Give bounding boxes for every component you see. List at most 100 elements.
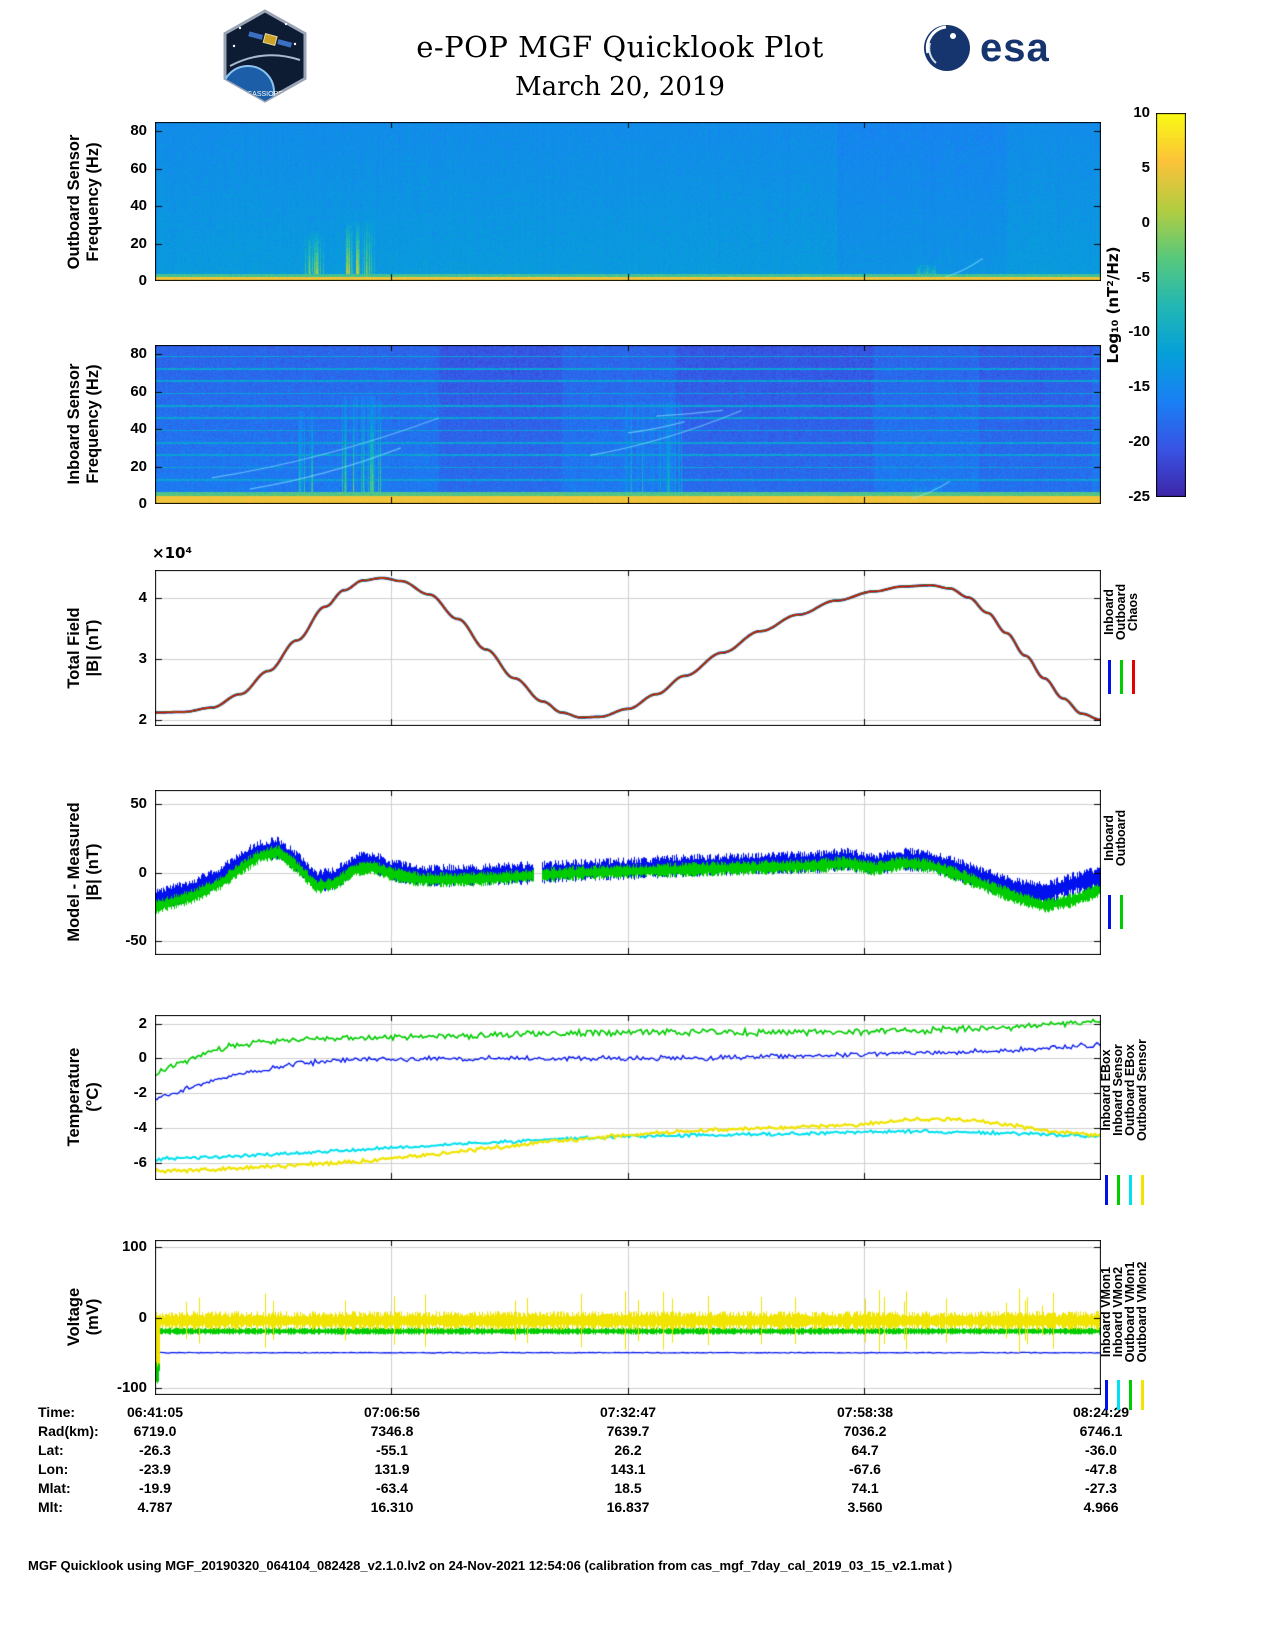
model-minus-measured-plot <box>155 790 1101 955</box>
table-cell: 6719.0 <box>133 1423 177 1439</box>
table-cell: -55.1 <box>376 1442 408 1458</box>
table-row-lon: Lon: -23.9 131.9 143.1 -67.6 -47.8 <box>0 1461 1275 1480</box>
outboard-spectrogram <box>155 122 1101 281</box>
legend-mark <box>1116 1380 1120 1410</box>
table-cell: -47.8 <box>1085 1461 1117 1477</box>
y-tick-label: -15 <box>1128 378 1150 396</box>
y-axis-exponent: ×10⁴ <box>152 544 193 562</box>
ylabel-inboard-spectrogram: Inboard Sensor Frequency (Hz) <box>65 363 102 485</box>
y-tick-label: -20 <box>1128 433 1150 451</box>
esa-wordmark: esa <box>980 26 1050 70</box>
table-cell: 4.966 <box>1083 1499 1119 1515</box>
table-cell: 07:58:38 <box>836 1404 894 1420</box>
y-tick-label: -4 <box>133 1118 147 1136</box>
temperature-plot <box>155 1015 1101 1180</box>
ylabel-model-minus-measured: Model - Measured |B| (nT) <box>65 802 102 942</box>
legend-mark <box>1128 1380 1132 1410</box>
table-row-mlat: Mlat: -19.9 -63.4 18.5 74.1 -27.3 <box>0 1480 1275 1499</box>
y-tick-label: 4 <box>138 588 147 606</box>
y-tick-label: 40 <box>130 420 147 438</box>
table-row-lat: Lat: -26.3 -55.1 26.2 64.7 -36.0 <box>0 1442 1275 1461</box>
y-tick-label: -25 <box>1128 488 1150 505</box>
table-cell: -19.9 <box>139 1480 171 1496</box>
table-cell: -26.3 <box>139 1442 171 1458</box>
table-cell: 26.2 <box>614 1442 642 1458</box>
y-tick-label: 0 <box>138 863 147 881</box>
table-row-rad: Rad(km): 6719.0 7346.8 7639.7 7036.2 674… <box>0 1423 1275 1442</box>
legend-mark <box>1104 1380 1108 1410</box>
y-tick-label: -100 <box>116 1378 147 1396</box>
y-tick-label: 20 <box>130 457 147 475</box>
table-cell: 131.9 <box>374 1461 410 1477</box>
figure-date: March 20, 2019 <box>515 72 725 102</box>
ylabel-outboard-spectrogram: Outboard Sensor Frequency (Hz) <box>65 134 102 270</box>
table-cell: 74.1 <box>851 1480 879 1496</box>
patch-text: CASSIOPE <box>247 91 283 98</box>
table-row-label: Mlat: <box>38 1480 71 1496</box>
table-row-time: Time: 06:41:05 07:06:56 07:32:47 07:58:3… <box>0 1404 1275 1423</box>
table-cell: 06:41:05 <box>126 1404 184 1420</box>
legend-mark <box>1131 660 1135 694</box>
colorbar <box>1156 113 1186 497</box>
y-tick-label: 0 <box>1141 213 1150 231</box>
total-field-plot <box>155 570 1101 726</box>
y-tick-label: 80 <box>130 345 147 363</box>
table-cell: 4.787 <box>137 1499 173 1515</box>
y-tick-label: 3 <box>138 649 147 667</box>
table-cell: -36.0 <box>1085 1442 1117 1458</box>
table-row-label: Rad(km): <box>38 1423 99 1439</box>
legend-label-outboard: Outboard <box>1114 809 1128 867</box>
figure-caption: MGF Quicklook using MGF_20190320_064104_… <box>28 1558 953 1573</box>
y-tick-label: 60 <box>130 382 147 400</box>
table-cell: 16.310 <box>370 1499 414 1515</box>
y-tick-label: 100 <box>121 1238 147 1256</box>
legend-mark <box>1140 1380 1144 1410</box>
y-tick-label: 80 <box>130 122 147 140</box>
y-tick-label: 20 <box>130 234 147 252</box>
y-tick-label: 2 <box>138 710 147 728</box>
table-cell: 143.1 <box>610 1461 646 1477</box>
table-row-mlt: Mlt: 4.787 16.310 16.837 3.560 4.966 <box>0 1499 1275 1518</box>
table-row-label: Lon: <box>38 1461 69 1477</box>
legend-mark <box>1116 1175 1120 1205</box>
legend-label-chaos: Chaos <box>1126 592 1140 632</box>
legend-mark <box>1107 895 1111 929</box>
table-cell: 07:32:47 <box>599 1404 657 1420</box>
ylabel-temperature: Temperature (°C) <box>65 1047 102 1147</box>
ylabel-voltage: Voltage (mV) <box>65 1287 102 1347</box>
legend-mark <box>1104 1175 1108 1205</box>
table-cell: 07:06:56 <box>363 1404 421 1420</box>
table-cell: 6746.1 <box>1079 1423 1123 1439</box>
table-cell: 7036.2 <box>843 1423 887 1439</box>
y-tick-label: 50 <box>130 794 147 812</box>
y-tick-label: -10 <box>1128 323 1150 341</box>
figure-title: e-POP MGF Quicklook Plot <box>416 30 824 64</box>
legend-mark <box>1140 1175 1144 1205</box>
ylabel-total-field: Total Field |B| (nT) <box>65 607 102 689</box>
table-cell: 16.837 <box>606 1499 650 1515</box>
legend-mark <box>1128 1175 1132 1205</box>
table-cell: -27.3 <box>1085 1480 1117 1496</box>
table-cell: 7346.8 <box>370 1423 414 1439</box>
table-row-label: Lat: <box>38 1442 64 1458</box>
cassiope-mission-patch: CASSIOPE <box>220 8 310 104</box>
table-cell: 08:24:29 <box>1072 1404 1130 1420</box>
legend-mark <box>1107 660 1111 694</box>
colorbar-label: Log₁₀ (nT²/Hz) <box>1104 246 1122 364</box>
table-cell: 18.5 <box>614 1480 642 1496</box>
y-tick-label: 0 <box>138 1049 147 1067</box>
table-cell: 3.560 <box>847 1499 883 1515</box>
table-cell: 7639.7 <box>606 1423 650 1439</box>
inboard-spectrogram <box>155 345 1101 504</box>
y-tick-label: 0 <box>138 1308 147 1326</box>
y-tick-label: 5 <box>1141 158 1150 176</box>
y-tick-label: -50 <box>125 932 147 950</box>
legend-mark <box>1119 660 1123 694</box>
y-tick-label: -2 <box>133 1084 147 1102</box>
table-cell: -63.4 <box>376 1480 408 1496</box>
y-tick-label: 40 <box>130 197 147 215</box>
y-tick-label: 10 <box>1133 104 1150 121</box>
table-row-label: Mlt: <box>38 1499 63 1515</box>
y-tick-label: 60 <box>130 159 147 177</box>
